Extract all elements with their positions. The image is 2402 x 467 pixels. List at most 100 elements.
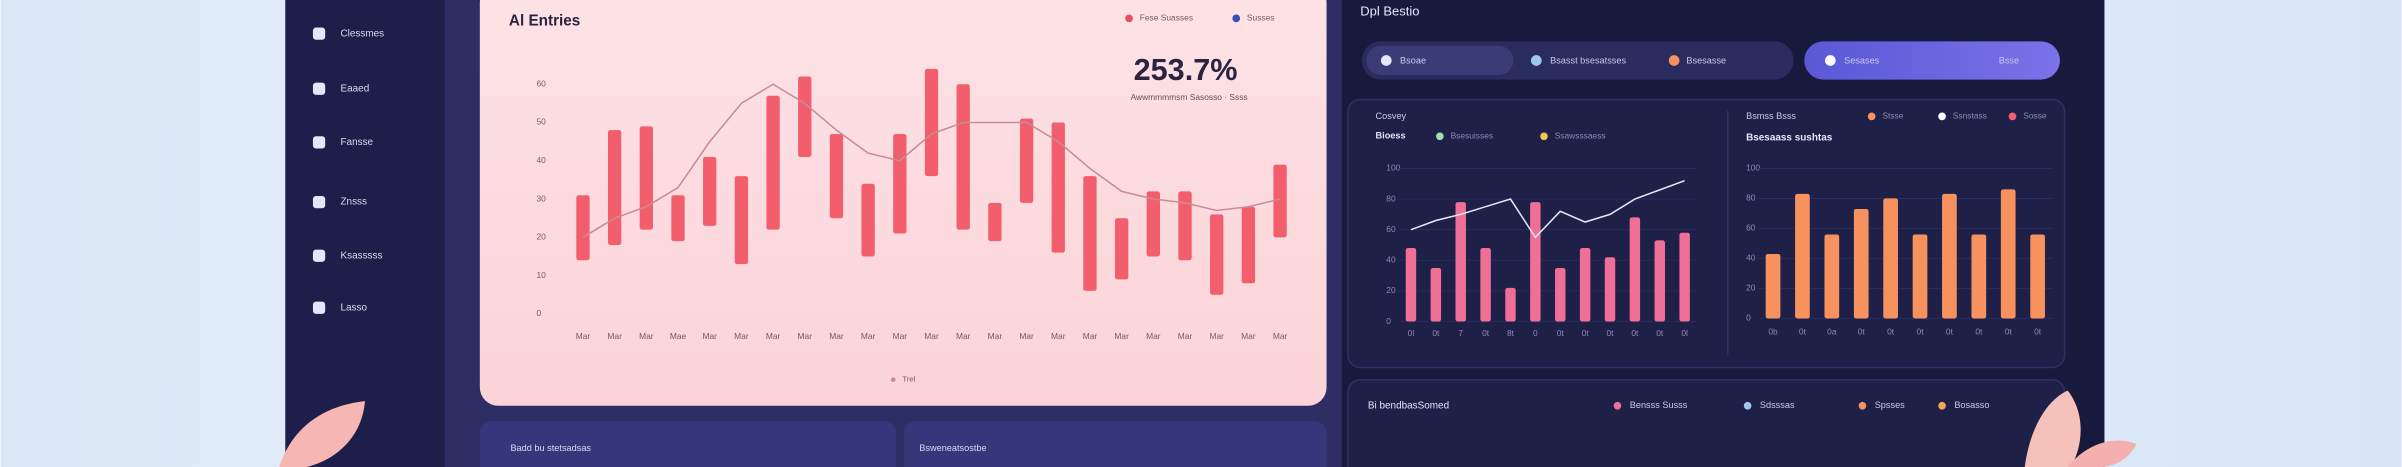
leaf-decoration: [279, 401, 365, 467]
menu-item[interactable]: Clessmes: [340, 28, 384, 39]
legend-label: Stsse: [1882, 111, 1903, 121]
legend-label: Ssawsssaess: [1555, 130, 1606, 140]
x-tick-label: Mar: [734, 331, 749, 341]
range-bar: [639, 126, 653, 230]
range-bar: [1241, 206, 1256, 284]
range-bar: [1210, 214, 1224, 295]
sidebar-menu: Clessmes Eaaed Fansse Znsss Ksasssss Las…: [312, 27, 384, 314]
tab[interactable]: Sesases: [1844, 56, 1880, 66]
x-tick-label: Mar: [1019, 331, 1034, 341]
menu-item[interactable]: Fansse: [340, 137, 373, 148]
range-bar: [703, 156, 717, 226]
bottom-card: [479, 421, 897, 467]
range-bar: [798, 76, 812, 157]
bar: [2000, 189, 2016, 319]
tab-active: [1366, 45, 1514, 76]
menu-icon: [312, 301, 326, 314]
chart-title: Cosvey: [1376, 111, 1407, 121]
legend-dot: [1540, 132, 1548, 141]
y-tick-label: 50: [536, 117, 546, 127]
chart-subtitle: Bioess: [1376, 131, 1406, 141]
legend-dot: [1125, 14, 1133, 23]
x-tick-label: 0b: [1768, 326, 1778, 336]
legend-label: Trel: [902, 375, 915, 384]
x-tick-label: Mar: [1209, 331, 1224, 341]
range-bar: [1051, 122, 1065, 253]
legend-dot: [1743, 401, 1752, 410]
bar: [1883, 198, 1898, 319]
range-bar: [576, 195, 590, 261]
bottom-right-card: [1347, 378, 2066, 467]
x-tick-label: Mar: [766, 331, 781, 341]
tab[interactable]: Bsasst bsesatsses: [1550, 56, 1626, 66]
bar: [1530, 202, 1541, 322]
x-tick-label: 0t: [1631, 328, 1639, 338]
y-tick-label: 0: [1746, 313, 1751, 323]
range-bar: [861, 183, 875, 257]
tab-icon: [1668, 55, 1680, 66]
tab[interactable]: Bsesasse: [1686, 56, 1726, 66]
x-tick-label: 0t: [1858, 326, 1866, 336]
bar: [1505, 287, 1516, 322]
x-tick-label: Mar: [1114, 331, 1129, 341]
range-bar: [1273, 164, 1287, 238]
range-bar: [607, 130, 622, 245]
menu-icon: [312, 27, 326, 40]
menu-item[interactable]: Znsss: [340, 197, 367, 208]
range-bar: [1019, 118, 1034, 203]
x-tick-label: 0: [1533, 328, 1538, 338]
x-tick-label: 0l: [1408, 328, 1415, 338]
y-tick-label: 60: [1386, 224, 1396, 234]
range-bar: [956, 84, 970, 230]
y-tick-label: 60: [536, 78, 546, 88]
range-bar: [988, 202, 1002, 242]
header-title: Dpl Bestio: [1360, 4, 1419, 19]
range-bar: [1178, 191, 1192, 261]
range-bar: [893, 133, 907, 234]
tab[interactable]: Bsoae: [1400, 56, 1426, 66]
y-tick-label: 80: [1746, 193, 1756, 203]
bar: [1942, 193, 1957, 319]
tab[interactable]: Bsse: [1999, 56, 2019, 66]
x-tick-label: 0t: [1482, 328, 1490, 338]
legend-dot: [1867, 112, 1876, 121]
x-tick-label: Mae: [670, 331, 687, 341]
card-title: Badd bu stetsadsas: [510, 443, 591, 453]
legend-label: Bosasso: [1954, 400, 1989, 410]
menu-item[interactable]: Ksasssss: [340, 250, 382, 261]
bar: [1455, 202, 1466, 322]
x-tick-label: Mar: [893, 331, 908, 341]
legend-dot: [1436, 132, 1444, 141]
chart-title: Bsmss Bsss: [1746, 111, 1796, 121]
chart-subtitle: Bsesaass sushtas: [1746, 132, 1833, 143]
y-tick-label: 30: [536, 193, 546, 203]
y-tick-label: 80: [1386, 193, 1396, 203]
legend-dot: [890, 377, 896, 383]
x-tick-label: 0t: [1887, 326, 1895, 336]
x-tick-label: 0t: [1656, 328, 1664, 338]
y-tick-label: 100: [1386, 163, 1400, 173]
x-tick-label: Mar: [1083, 331, 1098, 341]
legend-dot: [2008, 112, 2017, 121]
leaf-decoration: [2067, 440, 2137, 467]
x-tick-label: Mar: [639, 331, 654, 341]
bar: [1765, 253, 1781, 319]
y-tick-label: 20: [1386, 285, 1396, 295]
trend-line: [582, 83, 1281, 238]
bar: [1430, 267, 1442, 322]
chart-title: Al Entries: [509, 12, 580, 29]
menu-item[interactable]: Lasso: [340, 302, 367, 313]
range-bar: [1083, 176, 1097, 291]
menu-icon: [312, 249, 326, 262]
range-bar: [671, 195, 685, 242]
x-tick-label: 0t: [1582, 328, 1590, 338]
x-tick-label: 0t: [1799, 326, 1807, 336]
legend-dot: [1938, 401, 1946, 410]
x-tick-label: Mar: [829, 331, 844, 341]
menu-item[interactable]: Eaaed: [340, 83, 369, 94]
range-bar: [734, 176, 749, 265]
legend-dot: [1858, 401, 1867, 410]
x-tick-label: Mar: [1146, 331, 1161, 341]
